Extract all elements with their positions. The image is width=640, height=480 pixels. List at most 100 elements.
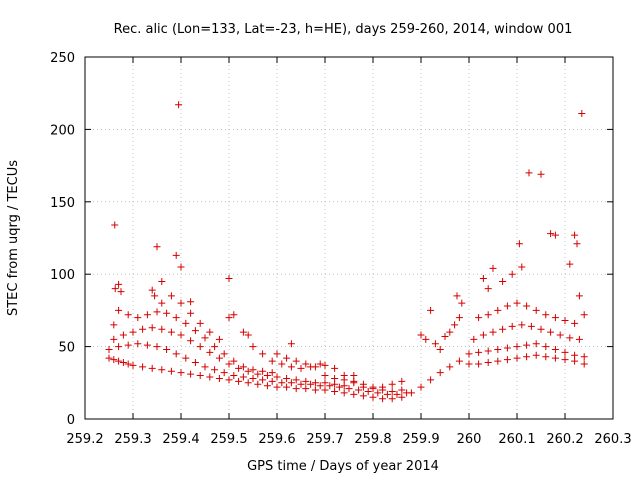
plot-frame	[84, 56, 614, 420]
data-point	[523, 353, 531, 361]
data-point	[196, 343, 204, 351]
data-point	[427, 376, 435, 384]
data-point	[518, 263, 526, 271]
data-point	[287, 340, 295, 348]
data-point	[571, 231, 579, 239]
data-point	[470, 335, 478, 343]
data-point	[527, 322, 535, 330]
axis-ticks: 259.2 259.3 259.4 259.5 259.6 259.7 259.8 259.9…	[50, 51, 631, 447]
data-point	[340, 376, 348, 384]
data-point	[484, 347, 492, 355]
x-tick-label: 260.1	[498, 432, 535, 447]
data-point	[187, 298, 195, 306]
y-tick-label: 250	[50, 51, 75, 66]
data-point	[321, 386, 329, 394]
data-point	[484, 311, 492, 319]
data-point	[211, 366, 219, 374]
data-point	[206, 328, 214, 336]
data-point	[273, 373, 281, 381]
data-point	[215, 354, 223, 362]
data-point	[561, 317, 569, 325]
data-point	[225, 376, 233, 384]
data-point	[503, 302, 511, 310]
data-point	[115, 280, 123, 288]
data-point	[119, 359, 127, 367]
data-point	[359, 380, 367, 388]
data-point	[163, 309, 171, 317]
data-point	[458, 299, 466, 307]
x-tick-label: 259.8	[354, 432, 391, 447]
data-point	[278, 379, 286, 387]
data-point	[547, 230, 555, 238]
data-point	[225, 275, 233, 283]
x-tick-label: 260	[457, 432, 482, 447]
data-point	[403, 389, 411, 397]
data-point	[499, 325, 507, 333]
data-point	[167, 328, 175, 336]
data-point	[513, 343, 521, 351]
data-point	[187, 309, 195, 317]
data-point	[292, 357, 300, 365]
data-point	[263, 372, 271, 380]
data-point	[436, 369, 444, 377]
data-point	[239, 373, 247, 381]
data-point	[551, 354, 559, 362]
data-point	[494, 345, 502, 353]
data-point	[259, 350, 267, 358]
data-point	[307, 380, 315, 388]
data-point	[139, 325, 147, 333]
data-point	[566, 334, 574, 342]
data-point	[575, 335, 583, 343]
data-point	[278, 360, 286, 368]
data-point	[518, 321, 526, 329]
data-point	[235, 364, 243, 372]
data-point	[177, 369, 185, 377]
data-point	[427, 306, 435, 314]
data-point	[388, 387, 396, 395]
data-point	[110, 335, 118, 343]
data-point	[110, 321, 118, 329]
data-point	[326, 382, 334, 390]
data-point	[475, 348, 483, 356]
data-point	[575, 292, 583, 300]
data-point	[335, 383, 343, 391]
data-point	[571, 357, 579, 365]
data-point	[119, 331, 127, 339]
data-point	[172, 314, 180, 322]
data-point	[484, 285, 492, 293]
x-tick-label: 259.2	[66, 432, 103, 447]
data-point	[417, 331, 425, 339]
data-point	[254, 380, 262, 388]
data-point	[542, 311, 550, 319]
data-point	[175, 101, 183, 109]
data-point	[206, 373, 214, 381]
data-point	[220, 369, 228, 377]
data-point	[273, 350, 281, 358]
data-point	[379, 386, 387, 394]
data-point	[515, 240, 523, 248]
data-point	[302, 385, 310, 393]
data-point	[302, 377, 310, 385]
data-point	[263, 382, 271, 390]
data-point	[297, 380, 305, 388]
x-tick-label: 259.4	[162, 432, 199, 447]
y-tick-label: 100	[50, 268, 75, 283]
data-point	[268, 377, 276, 385]
data-point	[172, 350, 180, 358]
data-point	[215, 374, 223, 382]
data-point	[580, 311, 588, 319]
data-point	[503, 356, 511, 364]
data-point	[249, 343, 257, 351]
data-point	[532, 340, 540, 348]
data-point	[532, 306, 540, 314]
data-point	[163, 345, 171, 353]
y-tick-label: 0	[67, 413, 75, 428]
data-point	[196, 372, 204, 380]
data-point	[249, 374, 257, 382]
data-point	[422, 335, 430, 343]
data-point	[523, 302, 531, 310]
data-point	[249, 366, 257, 374]
x-axis-label: GPS time / Days of year 2014	[247, 459, 439, 474]
data-point	[244, 331, 252, 339]
data-point	[148, 286, 156, 294]
